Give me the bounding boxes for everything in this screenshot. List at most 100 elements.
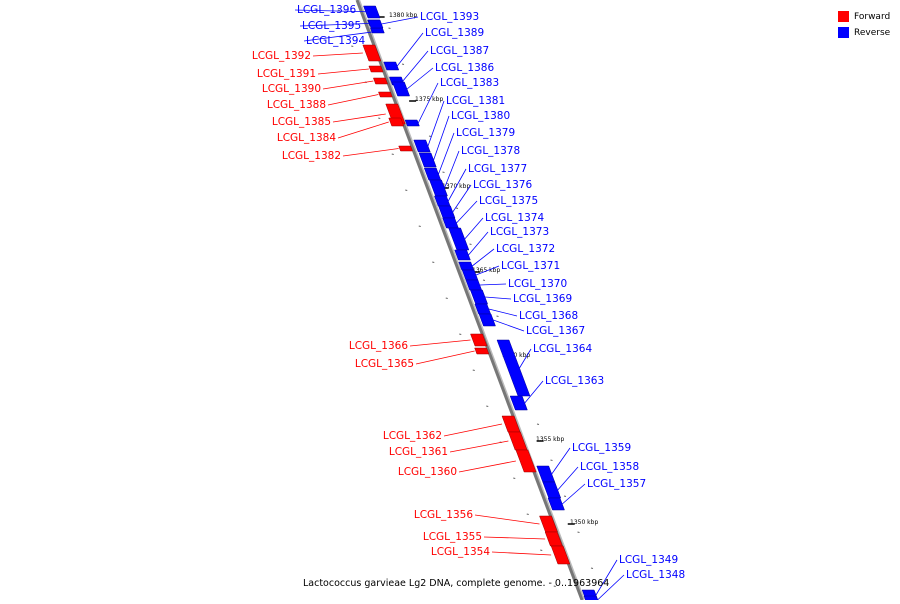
gene-connector-LCGL_1367 [493,319,525,332]
minor-tick [418,225,421,227]
gene-connector-LCGL_1370 [479,283,507,286]
gene-block-LCGL_1376 [438,205,456,219]
gene-connector-LCGL_1388 [327,94,379,106]
gene-block-LCGL_1369 [470,289,488,305]
minor-tick [351,45,354,47]
legend-reverse-label: Reverse [854,27,891,38]
scale-tick-label: 1355 kbp [536,436,564,443]
gene-connector-LCGL_1377 [447,168,467,202]
gene-label-LCGL_1374: LCGL_1374 [485,212,544,224]
legend: Forward Reverse [838,9,898,41]
minor-tick [388,27,391,29]
gene-label-LCGL_1368: LCGL_1368 [519,310,578,322]
minor-tick [455,207,459,209]
gene-label-LCGL_1372: LCGL_1372 [496,243,555,255]
legend-reverse-swatch [838,27,849,38]
gene-connector-LCGL_1356 [474,514,540,525]
gene-label-LCGL_1370: LCGL_1370 [508,278,567,290]
gene-label-LCGL_1369: LCGL_1369 [513,293,572,305]
gene-block-LCGL_1378 [429,179,448,197]
gene-block-LCGL_1391 [368,65,384,73]
minor-tick [563,495,567,497]
gene-connector-LCGL_1366 [409,339,471,347]
minor-tick [550,459,553,461]
minor-tick [472,369,475,371]
gene-label-LCGL_1377: LCGL_1377 [468,163,527,175]
minor-tick [391,153,394,155]
gene-label-LCGL_1354: LCGL_1354 [431,546,490,558]
gene-label-LCGL_1358: LCGL_1358 [580,461,639,473]
minor-tick [442,171,445,173]
scale-tick-label: 1365 kbp [472,267,500,274]
gene-label-LCGL_1393: LCGL_1393 [420,11,479,23]
backbone-line [355,0,584,601]
minor-tick [526,513,529,515]
gene-label-LCGL_1385: LCGL_1385 [272,116,331,128]
gene-block-LCGL_1356 [539,515,558,533]
gene-connector-LCGL_1368 [488,308,518,317]
gene-connector-LCGL_1392 [312,52,363,57]
gene-block-LCGL_1384 [388,117,405,127]
gene-label-LCGL_1366: LCGL_1366 [349,340,408,352]
gene-label-LCGL_1380: LCGL_1380 [451,110,510,122]
minor-tick [540,549,543,551]
gene-block-LCGL_1358 [542,481,562,499]
gene-connector-LCGL_1395 [299,22,381,27]
gene-label-LCGL_1363: LCGL_1363 [545,375,604,387]
gene-connector-LCGL_1373 [468,231,489,256]
gene-label-LCGL_1387: LCGL_1387 [430,45,489,57]
minor-tick [415,99,418,101]
gene-connector-LCGL_1359 [551,447,571,475]
gene-label-LCGL_1389: LCGL_1389 [425,27,484,39]
gene-connector-LCGL_1371 [475,265,500,276]
gene-label-LCGL_1381: LCGL_1381 [446,95,505,107]
gene-block-LCGL_1363 [509,395,528,411]
gene-label-LCGL_1360: LCGL_1360 [398,466,457,478]
gene-label-LCGL_1362: LCGL_1362 [383,430,442,442]
gene-label-LCGL_1396: LCGL_1396 [297,4,356,16]
minor-tick [428,135,432,137]
gene-block-LCGL_1381 [413,139,431,153]
minor-tick [459,333,462,335]
gene-connector-LCGL_1349 [595,559,618,596]
gene-connector-LCGL_1362 [443,423,503,437]
gene-connector-LCGL_1348 [597,574,625,601]
gene-label-LCGL_1349: LCGL_1349 [619,554,678,566]
gene-connector-LCGL_1372 [472,248,495,267]
gene-label-LCGL_1356: LCGL_1356 [414,509,473,521]
gene-connector-LCGL_1396 [294,9,378,13]
minor-tick [536,423,540,425]
gene-connector-LCGL_1382 [342,148,399,157]
gene-connector-LCGL_1365 [415,350,475,365]
minor-tick [401,63,405,65]
gene-block-LCGL_1364 [496,339,531,397]
scale-tick-label: 1380 kbp [389,12,417,19]
gene-label-LCGL_1388: LCGL_1388 [267,99,326,111]
scale-tick-label: 1375 kbp [415,96,443,103]
gene-connector-LCGL_1389 [396,32,424,67]
gene-connector-LCGL_1390 [322,80,374,90]
gene-label-LCGL_1382: LCGL_1382 [282,150,341,162]
gene-connector-LCGL_1381 [427,100,445,147]
minor-tick [337,9,340,11]
minor-tick [432,261,435,263]
gene-connector-LCGL_1363 [524,380,544,404]
gene-connector-LCGL_1385 [332,113,386,123]
gene-block-LCGL_1373 [454,249,471,261]
gene-block-LCGL_1372 [458,261,475,271]
gene-connector-LCGL_1391 [317,68,369,75]
gene-connector-LCGL_1380 [433,115,450,161]
legend-forward-swatch [838,11,849,22]
gene-label-LCGL_1386: LCGL_1386 [435,62,494,74]
gene-connector-LCGL_1374 [464,217,484,240]
gene-label-LCGL_1367: LCGL_1367 [526,325,585,337]
gene-block-LCGL_1374 [448,227,470,251]
gene-connector-LCGL_1361 [449,440,509,453]
gene-label-LCGL_1392: LCGL_1392 [252,50,311,62]
genome-caption: Lactococcus garvieae Lg2 DNA, complete g… [303,578,610,589]
gene-connector-LCGL_1354 [491,551,552,556]
gene-block-LCGL_1366 [470,333,488,347]
gene-label-LCGL_1355: LCGL_1355 [423,531,482,543]
gene-block-LCGL_1367 [478,313,496,327]
